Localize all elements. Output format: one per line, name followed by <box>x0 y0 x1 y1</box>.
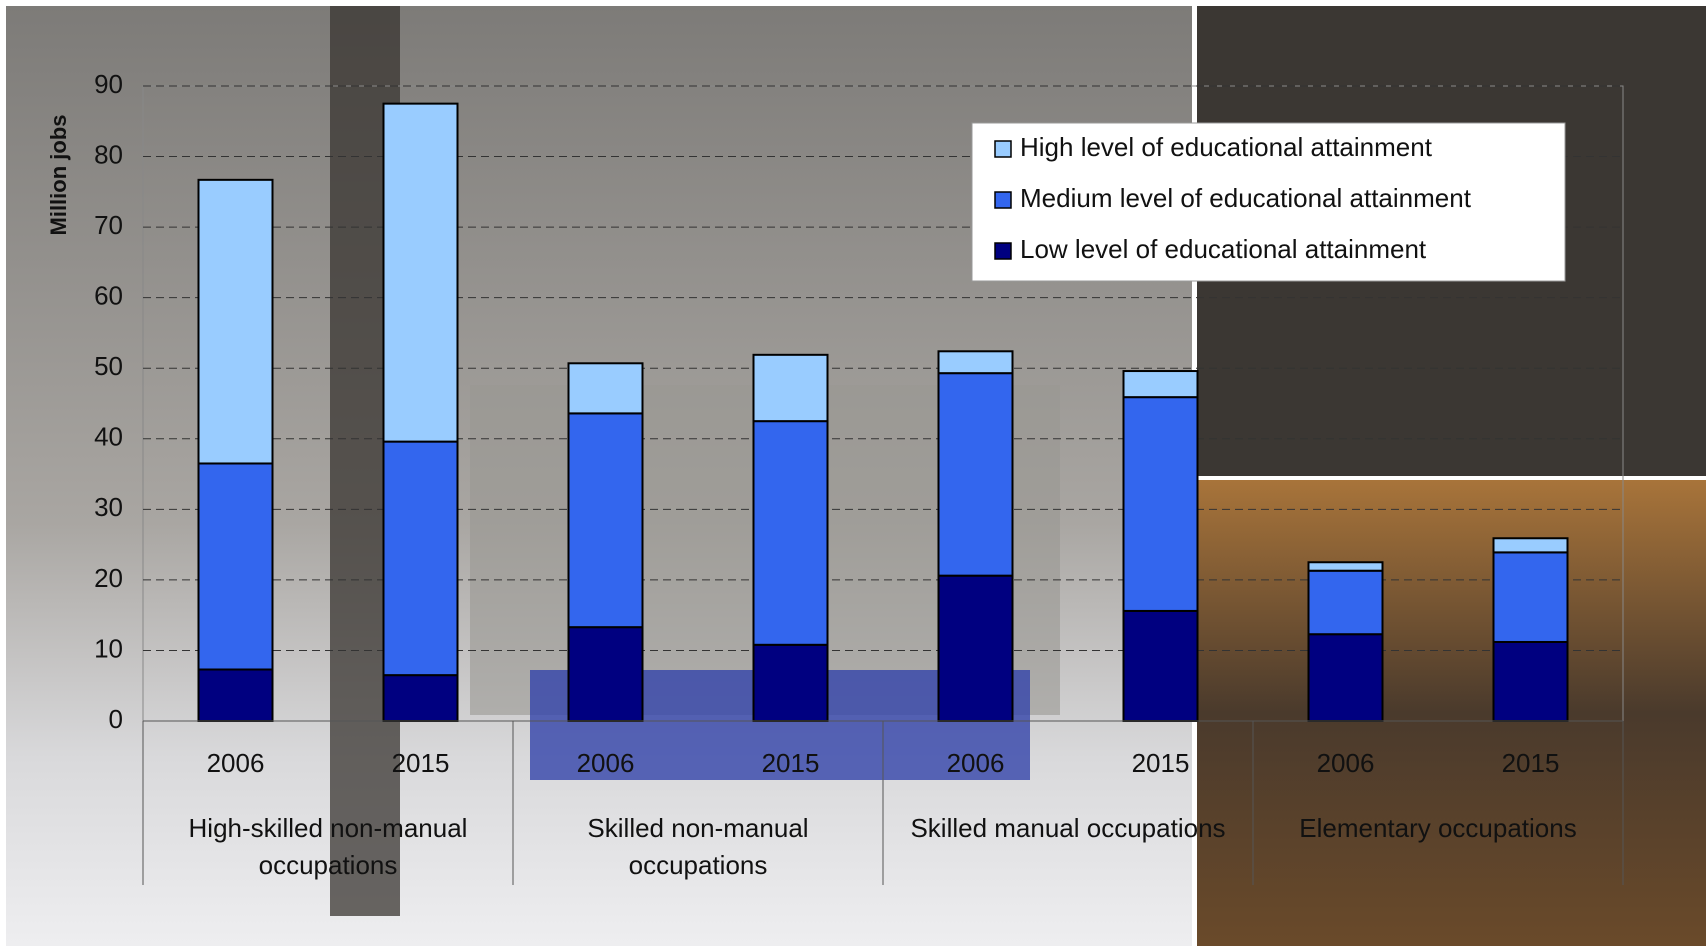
bar-segment <box>1122 396 1199 612</box>
y-tick-label: 40 <box>94 422 123 452</box>
bar-segment <box>752 353 829 423</box>
group-label: Elementary occupations <box>1299 813 1577 843</box>
x-tick-label: 2006 <box>207 748 265 778</box>
x-tick-label: 2015 <box>762 748 820 778</box>
bar-segment <box>567 412 644 629</box>
y-tick-label: 60 <box>94 281 123 311</box>
bar-segment <box>1492 551 1569 643</box>
y-tick-label: 20 <box>94 563 123 593</box>
y-tick-label: 80 <box>94 139 123 169</box>
bar-segment <box>937 574 1014 723</box>
y-tick-label: 70 <box>94 210 123 240</box>
bar-segment <box>382 674 459 723</box>
bar-segment <box>382 440 459 677</box>
legend-swatch <box>994 140 1012 158</box>
bar-segment <box>937 350 1014 375</box>
x-tick-label: 2015 <box>1502 748 1560 778</box>
bar-segment <box>382 102 459 443</box>
bar-segment <box>1122 609 1199 723</box>
x-tick-label: 2006 <box>1317 748 1375 778</box>
bar-segment <box>1492 640 1569 723</box>
y-axis-label: Million jobs <box>46 115 71 236</box>
group-label: Skilled manual occupations <box>910 813 1226 843</box>
group-label: Skilled non-manual occupations <box>587 813 809 880</box>
y-tick-label: 30 <box>94 492 123 522</box>
bar-segment <box>197 178 274 465</box>
x-tick-label: 2015 <box>392 748 450 778</box>
y-tick-label: 10 <box>94 633 123 663</box>
bar-segment <box>567 626 644 723</box>
legend-box <box>971 122 1566 282</box>
bar-segment <box>752 420 829 646</box>
x-tick-label: 2006 <box>577 748 635 778</box>
legend-label: Low level of educational attainment <box>1020 234 1427 264</box>
bar-segment <box>1307 561 1384 572</box>
y-tick-label: 0 <box>109 704 123 734</box>
bar-segment <box>752 643 829 722</box>
bar-segment <box>1307 569 1384 636</box>
y-tick-label: 90 <box>94 69 123 99</box>
bar-segment <box>1492 537 1569 554</box>
bar-segment <box>197 462 274 671</box>
bar-segment <box>1122 370 1199 399</box>
legend-label: Medium level of educational attainment <box>1020 183 1472 213</box>
plot: 0 10 20 30 40 50 60 70 80 90 2006 2015 2006 2015 2006 2… <box>94 69 1624 885</box>
group-label: High-skilled non-manual occupations <box>188 813 468 880</box>
legend-swatch <box>994 191 1012 209</box>
legend-label: High level of educational attainment <box>1020 132 1433 162</box>
bar-segment <box>567 362 644 415</box>
x-tick-label: 2006 <box>947 748 1005 778</box>
bar-segment <box>197 668 274 722</box>
bar-segment <box>1307 633 1384 723</box>
bar-segment <box>937 372 1014 577</box>
legend-swatch <box>994 242 1012 260</box>
photo-grill <box>1197 480 1706 946</box>
y-tick-label: 50 <box>94 351 123 381</box>
x-tick-label: 2015 <box>1132 748 1190 778</box>
